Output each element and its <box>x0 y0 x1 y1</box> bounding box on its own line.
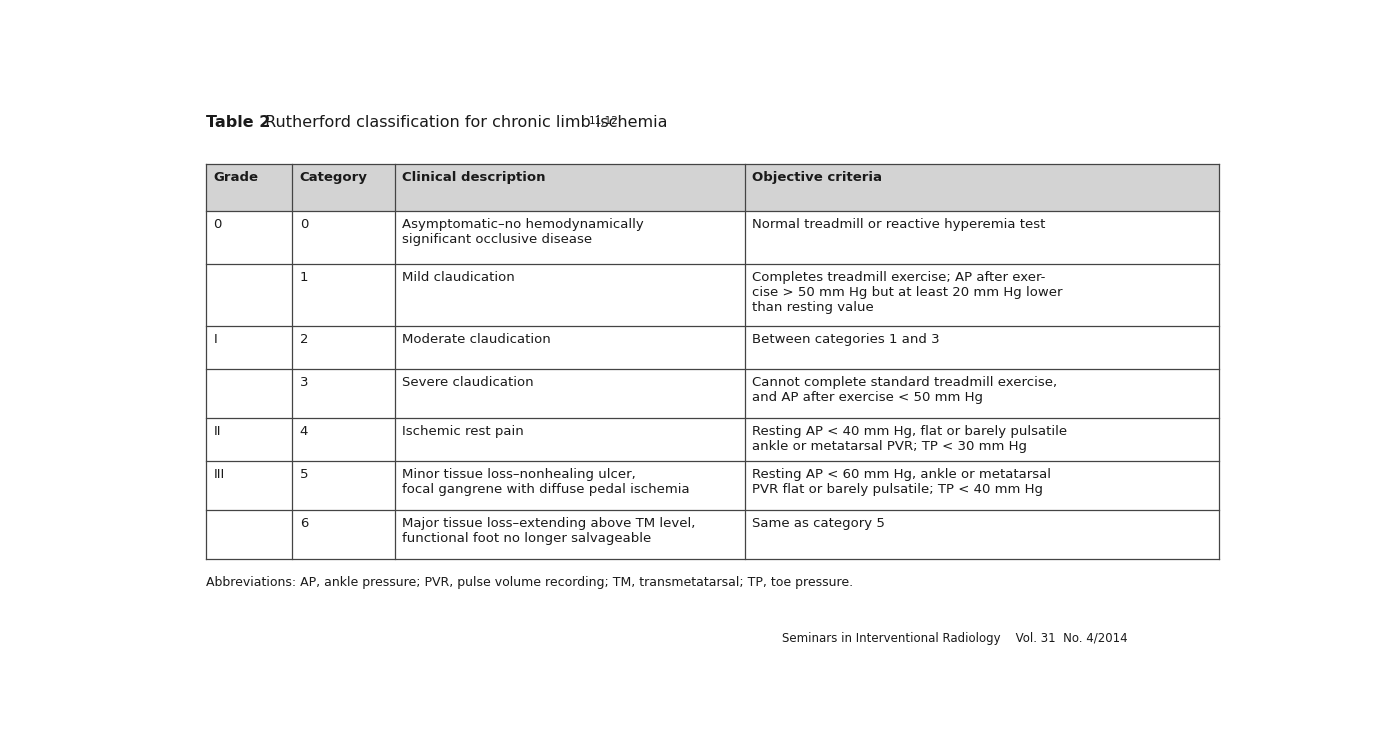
Text: 1: 1 <box>300 271 309 284</box>
Bar <box>206 461 1219 510</box>
Text: III: III <box>214 468 225 481</box>
Text: Grade: Grade <box>214 171 259 184</box>
Bar <box>206 164 1219 211</box>
Text: Same as category 5: Same as category 5 <box>752 517 885 530</box>
Text: 0: 0 <box>214 218 222 231</box>
Text: Major tissue loss–extending above TM level,
functional foot no longer salvageabl: Major tissue loss–extending above TM lev… <box>402 517 695 545</box>
Text: Mild claudication: Mild claudication <box>402 271 514 284</box>
Text: Cannot complete standard treadmill exercise,
and AP after exercise < 50 mm Hg: Cannot complete standard treadmill exerc… <box>752 376 1058 404</box>
Text: Severe claudication: Severe claudication <box>402 376 534 389</box>
Bar <box>206 326 1219 369</box>
Text: Category: Category <box>300 171 368 184</box>
Text: II: II <box>214 425 221 438</box>
Text: 2: 2 <box>300 333 309 346</box>
Bar <box>206 418 1219 461</box>
Text: 5: 5 <box>300 468 309 481</box>
Text: Asymptomatic–no hemodynamically
significant occlusive disease: Asymptomatic–no hemodynamically signific… <box>402 218 644 246</box>
Text: 6: 6 <box>300 517 309 530</box>
Text: 3: 3 <box>300 376 309 389</box>
Text: Resting AP < 40 mm Hg, flat or barely pulsatile
ankle or metatarsal PVR; TP < 30: Resting AP < 40 mm Hg, flat or barely pu… <box>752 425 1068 453</box>
Text: Clinical description: Clinical description <box>402 171 546 184</box>
Bar <box>206 369 1219 418</box>
Text: Between categories 1 and 3: Between categories 1 and 3 <box>752 333 940 346</box>
Text: Normal treadmill or reactive hyperemia test: Normal treadmill or reactive hyperemia t… <box>752 218 1045 231</box>
Text: Completes treadmill exercise; AP after exer-
cise > 50 mm Hg but at least 20 mm : Completes treadmill exercise; AP after e… <box>752 271 1063 314</box>
Text: Ischemic rest pain: Ischemic rest pain <box>402 425 524 438</box>
Text: 11,12: 11,12 <box>588 116 619 126</box>
Text: Table 2: Table 2 <box>206 115 271 130</box>
Text: 0: 0 <box>300 218 309 231</box>
Text: 4: 4 <box>300 425 309 438</box>
Text: Rutherford classification for chronic limb ischemia: Rutherford classification for chronic li… <box>260 115 667 130</box>
Bar <box>206 510 1219 559</box>
Text: Seminars in Interventional Radiology    Vol. 31  No. 4/2014: Seminars in Interventional Radiology Vol… <box>783 633 1129 645</box>
Text: I: I <box>214 333 217 346</box>
Text: Minor tissue loss–nonhealing ulcer,
focal gangrene with diffuse pedal ischemia: Minor tissue loss–nonhealing ulcer, foca… <box>402 468 689 496</box>
Text: Resting AP < 60 mm Hg, ankle or metatarsal
PVR flat or barely pulsatile; TP < 40: Resting AP < 60 mm Hg, ankle or metatars… <box>752 468 1051 496</box>
Bar <box>206 264 1219 326</box>
Text: Abbreviations: AP, ankle pressure; PVR, pulse volume recording; TM, transmetatar: Abbreviations: AP, ankle pressure; PVR, … <box>206 576 853 589</box>
Bar <box>206 211 1219 264</box>
Text: Objective criteria: Objective criteria <box>752 171 883 184</box>
Text: Moderate claudication: Moderate claudication <box>402 333 550 346</box>
